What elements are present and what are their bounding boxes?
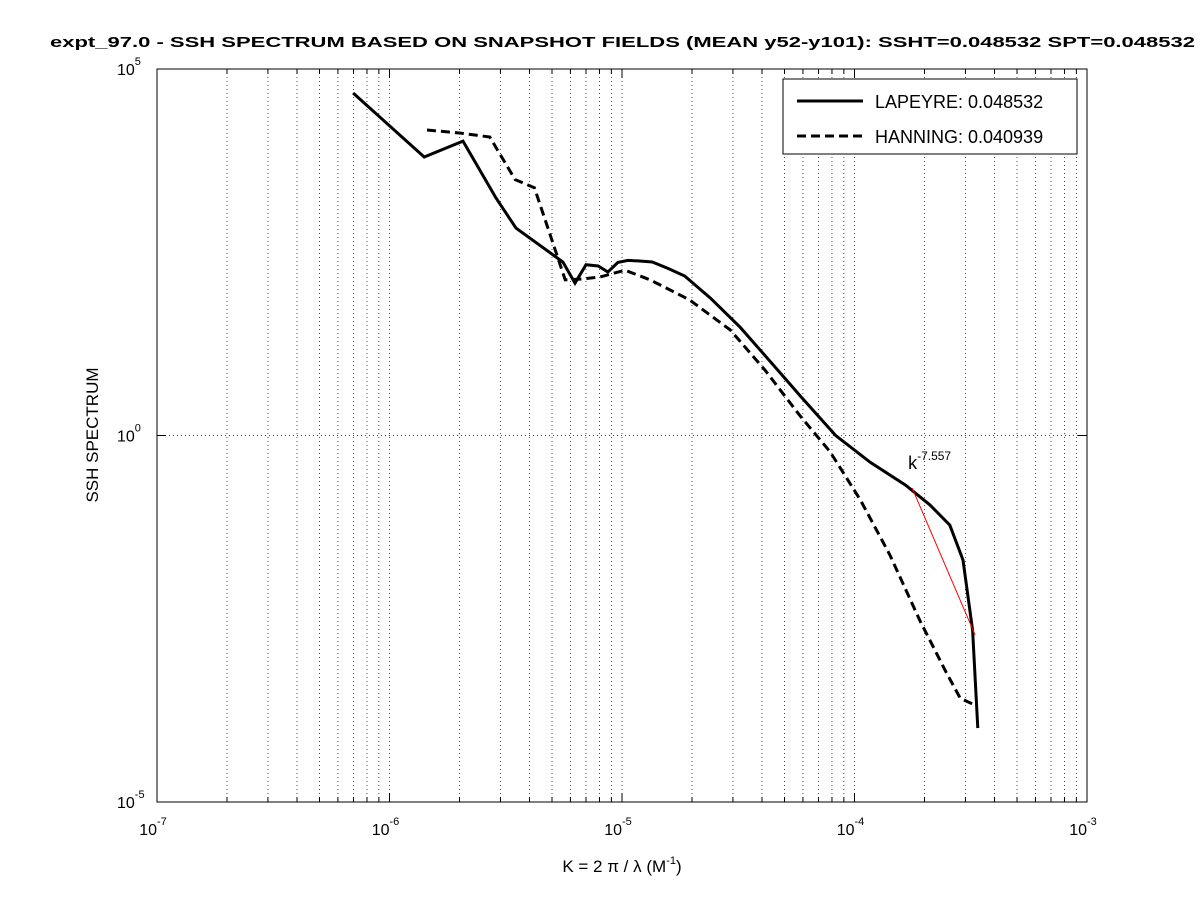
y-tick-label: 10-5 <box>117 789 145 812</box>
y-tick-base: 10 <box>117 62 135 79</box>
x-tick-base: 10 <box>372 822 390 839</box>
annotation: k-7.557 <box>908 449 951 473</box>
annotation-sup: -7.557 <box>917 449 951 463</box>
chart-title: expt_97.0 - SSH SPECTRUM BASED ON SNAPSH… <box>50 34 1195 51</box>
plot-frame <box>156 68 1088 803</box>
x-tick-exponent: -4 <box>855 816 865 828</box>
x-axis-label: K = 2 π / λ (M-1) <box>562 855 681 876</box>
series-line <box>426 128 976 707</box>
x-tick-label: 10-5 <box>604 816 632 839</box>
series-line <box>352 91 980 729</box>
x-tick-base: 10 <box>837 822 855 839</box>
y-tick-exponent: 5 <box>135 56 141 68</box>
y-tick-label: 105 <box>117 56 141 79</box>
legend-label: HANNING: 0.040939 <box>875 127 1043 147</box>
y-axis-label: SSH SPECTRUM <box>83 367 102 502</box>
x-tick-exponent: -6 <box>390 816 400 828</box>
x-tick-base: 10 <box>1069 822 1087 839</box>
x-tick-label: 10-6 <box>372 816 400 839</box>
x-tick-label: 10-4 <box>837 816 865 839</box>
y-tick-label: 100 <box>117 423 141 446</box>
y-tick-base: 10 <box>117 429 135 446</box>
x-tick-base: 10 <box>139 822 157 839</box>
x-tick-base: 10 <box>604 822 622 839</box>
fit-line <box>911 487 976 636</box>
annotation-text: k <box>908 453 918 473</box>
x-axis-label-suffix: ) <box>676 857 682 876</box>
x-axis-label-text: K = 2 π / λ (M <box>562 857 666 876</box>
legend-box <box>782 78 1078 155</box>
y-tick-exponent: 0 <box>135 423 141 435</box>
x-tick-exponent: -7 <box>157 816 167 828</box>
x-tick-label: 10-7 <box>139 816 167 839</box>
y-tick-base: 10 <box>117 795 135 812</box>
x-axis-label-sup: -1 <box>666 855 676 867</box>
legend-label: LAPEYRE: 0.048532 <box>875 92 1043 112</box>
y-tick-exponent: -5 <box>135 789 145 801</box>
x-tick-exponent: -5 <box>622 816 632 828</box>
x-tick-label: 10-3 <box>1069 816 1097 839</box>
x-tick-exponent: -3 <box>1087 816 1097 828</box>
